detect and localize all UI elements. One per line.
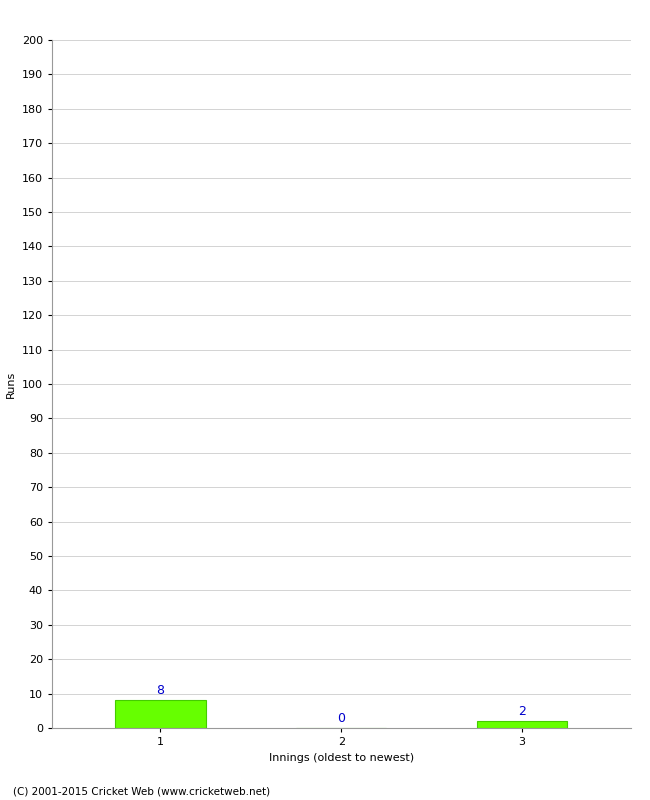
Text: 8: 8 xyxy=(157,684,164,697)
X-axis label: Innings (oldest to newest): Innings (oldest to newest) xyxy=(268,753,414,762)
Bar xyxy=(477,721,567,728)
Text: 0: 0 xyxy=(337,711,345,725)
Y-axis label: Runs: Runs xyxy=(6,370,16,398)
Text: 2: 2 xyxy=(518,705,526,718)
Text: (C) 2001-2015 Cricket Web (www.cricketweb.net): (C) 2001-2015 Cricket Web (www.cricketwe… xyxy=(13,786,270,796)
Bar xyxy=(115,701,205,728)
